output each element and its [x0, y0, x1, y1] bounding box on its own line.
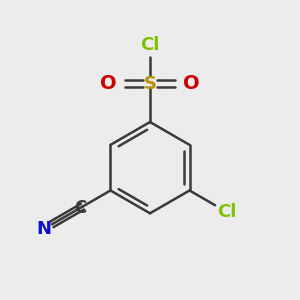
- Text: Cl: Cl: [217, 203, 236, 221]
- Text: S: S: [143, 75, 157, 93]
- Text: Cl: Cl: [140, 37, 160, 55]
- Text: N: N: [37, 220, 52, 238]
- Text: C: C: [74, 199, 86, 217]
- Text: O: O: [100, 74, 117, 93]
- Text: O: O: [183, 74, 200, 93]
